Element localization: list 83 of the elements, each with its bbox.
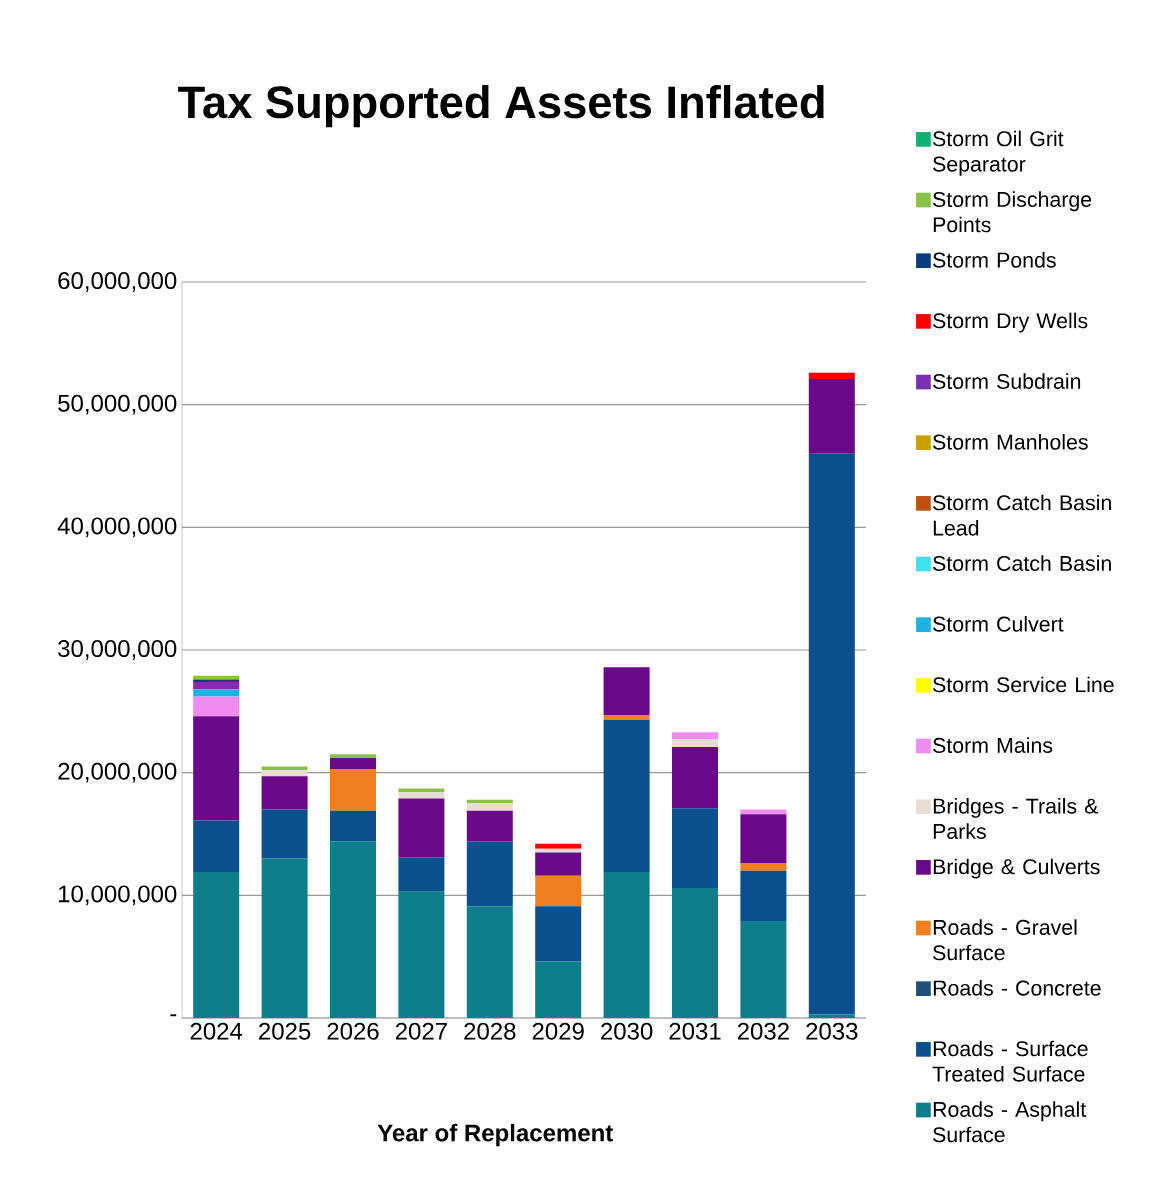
legend-label: Storm Oil Grit Separator	[933, 130, 1064, 176]
x-tick-label: 2024	[190, 1022, 243, 1040]
bar	[535, 852, 582, 876]
bar	[808, 1014, 855, 1018]
x-tick-label: 2027	[395, 1022, 447, 1040]
bar	[808, 378, 855, 454]
legend-label: Roads - Asphalt Surface	[933, 1101, 1087, 1143]
bar	[193, 681, 240, 690]
bar	[672, 732, 718, 740]
bar	[808, 453, 855, 1015]
bar	[535, 961, 582, 1018]
bar	[193, 820, 240, 873]
y-tick-label: 20,000,000	[58, 762, 177, 783]
y-tick-label: 30,000,000	[58, 640, 177, 660]
x-tick-label: 2029	[532, 1022, 584, 1040]
bar	[398, 891, 445, 1018]
legend-label: Storm Catch Basin Lead	[933, 494, 1111, 536]
x-tick-label: 2028	[464, 1022, 516, 1040]
bar	[398, 857, 445, 892]
x-tick-label: 2026	[327, 1022, 379, 1040]
legend-label: Storm Subdrain	[933, 373, 1081, 389]
legend-label: Storm Culvert	[933, 615, 1064, 632]
x-tick-label: 2030	[601, 1022, 653, 1040]
legend-label: Storm Ponds	[933, 251, 1056, 268]
bar	[535, 875, 582, 907]
chart-title: Tax Supported Assets Inflated	[178, 85, 824, 128]
y-tick-label: 60,000,000	[58, 272, 177, 292]
bar	[261, 858, 308, 1018]
bar	[740, 814, 787, 864]
bar	[466, 906, 513, 1018]
bar	[330, 810, 376, 842]
bar	[466, 841, 513, 907]
bar	[330, 768, 376, 811]
bar	[193, 679, 240, 682]
bar	[193, 689, 240, 697]
bar	[603, 667, 650, 716]
bar	[535, 843, 582, 849]
legend-label: Roads - Concrete	[933, 979, 1101, 996]
legend-label: Bridges - Trails & Parks	[933, 797, 1099, 839]
bar	[193, 872, 240, 1018]
bar	[330, 841, 376, 1018]
x-tick-label: 2025	[259, 1022, 311, 1040]
legend-label: Roads - Surface Treated Surface	[932, 1040, 1088, 1082]
legend-label: Bridge & Culverts	[933, 858, 1100, 879]
bar	[672, 746, 718, 809]
x-tick-label: 2033	[806, 1022, 858, 1040]
bar	[193, 716, 240, 821]
y-tick-label: 50,000,000	[58, 394, 177, 415]
bar	[330, 754, 376, 758]
y-tick-label: -	[170, 1014, 177, 1017]
bar	[261, 770, 308, 777]
bar	[535, 906, 582, 962]
bar	[193, 696, 240, 717]
bar	[672, 887, 718, 1018]
bar	[740, 863, 787, 871]
bar	[740, 809, 787, 815]
bar	[261, 776, 308, 810]
bar	[808, 372, 855, 379]
legend-label: Storm Dry Wells	[933, 312, 1088, 333]
bar	[672, 739, 718, 747]
legend-label: Storm Service Line	[933, 676, 1114, 693]
x-axis-title: Year of Replacement	[377, 1123, 613, 1147]
bar	[398, 798, 445, 858]
legend-label: Storm Mains	[933, 737, 1053, 753]
y-tick-label: 10,000,000	[58, 885, 177, 906]
legend-label: Roads - Gravel Surface	[933, 919, 1077, 961]
bar	[330, 757, 376, 769]
bar	[466, 803, 513, 811]
bar	[466, 810, 513, 842]
x-tick-label: 2031	[669, 1022, 721, 1040]
bar	[398, 792, 445, 799]
bar	[603, 719, 650, 873]
y-tick-label: 40,000,000	[57, 517, 177, 538]
legend-label: Storm Discharge Points	[933, 191, 1092, 233]
legend-label: Storm Manholes	[933, 433, 1088, 450]
x-tick-label: 2032	[737, 1022, 789, 1040]
bar	[740, 870, 787, 922]
bar	[603, 872, 650, 1018]
bar	[261, 809, 308, 859]
legend-label: Storm Catch Basin	[933, 555, 1111, 571]
bar	[740, 921, 787, 1018]
bar	[603, 715, 650, 720]
bar	[672, 808, 718, 888]
